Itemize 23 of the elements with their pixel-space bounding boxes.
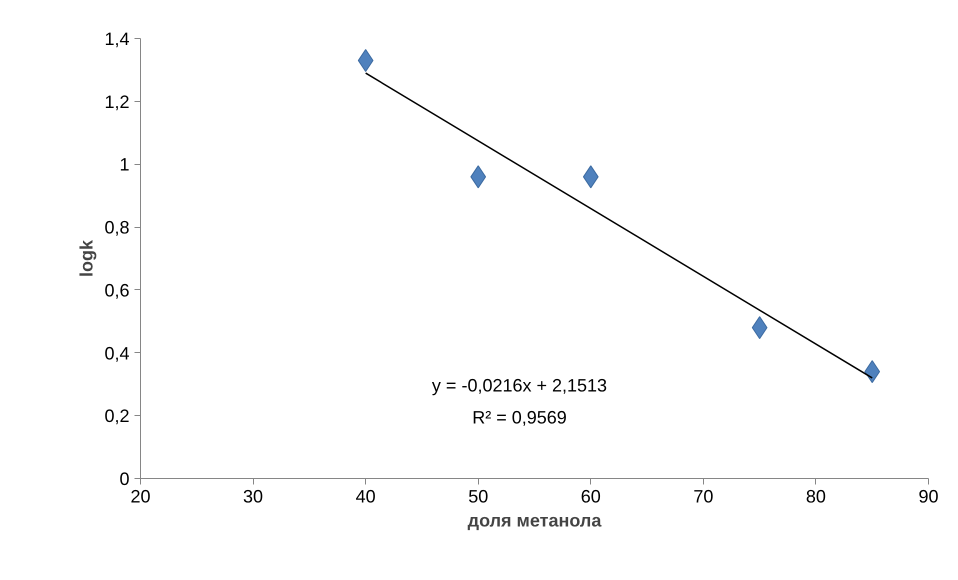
x-tick-label: 80 — [806, 486, 826, 506]
x-tick-label: 90 — [918, 486, 939, 506]
point — [470, 165, 486, 188]
annotation: R² = 0,9569 — [472, 408, 567, 428]
y-tick-label: 1 — [119, 154, 130, 175]
x-axis-title: доля метанола — [468, 510, 602, 530]
y-tick-label: 0,6 — [104, 280, 130, 300]
point — [864, 360, 880, 384]
x-tick-label: 60 — [580, 486, 601, 506]
point — [582, 165, 599, 188]
y-tick-label: 0,2 — [104, 406, 130, 426]
y-tick-label: 1,4 — [104, 29, 130, 49]
y-tick-label: 0 — [119, 469, 130, 489]
x-tick-label: 50 — [468, 486, 488, 506]
y-tick-label: 0,8 — [104, 218, 130, 238]
y-tick-label: 1,2 — [104, 92, 130, 112]
x-tick-label: 40 — [356, 486, 376, 506]
y-axis-title: logk — [76, 239, 96, 277]
x-tick-label: 20 — [130, 486, 151, 506]
x-tick-label: 70 — [693, 486, 714, 506]
x-tick-label: 30 — [243, 486, 264, 506]
y-tick-label: 0,4 — [104, 343, 130, 364]
annotation: y = -0,0216x + 2,1513 — [432, 376, 608, 396]
